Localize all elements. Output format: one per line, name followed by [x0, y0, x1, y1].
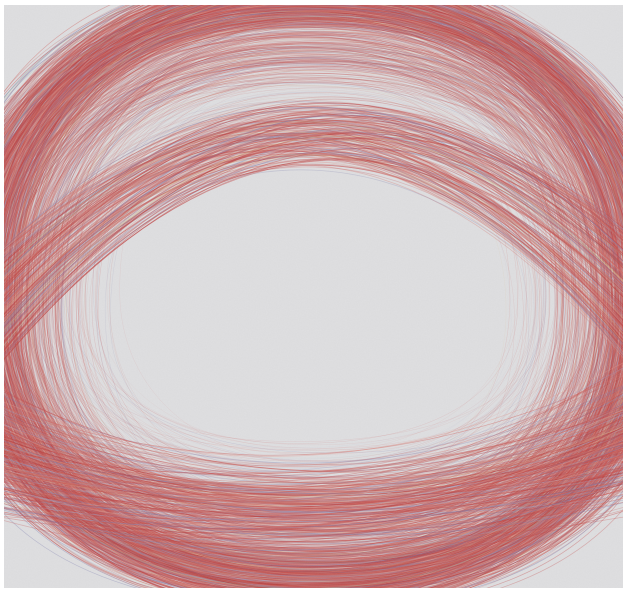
pencil-loops-artwork — [4, 5, 623, 588]
pencil-loops-drawing — [4, 5, 623, 588]
paper-grain — [4, 5, 623, 588]
